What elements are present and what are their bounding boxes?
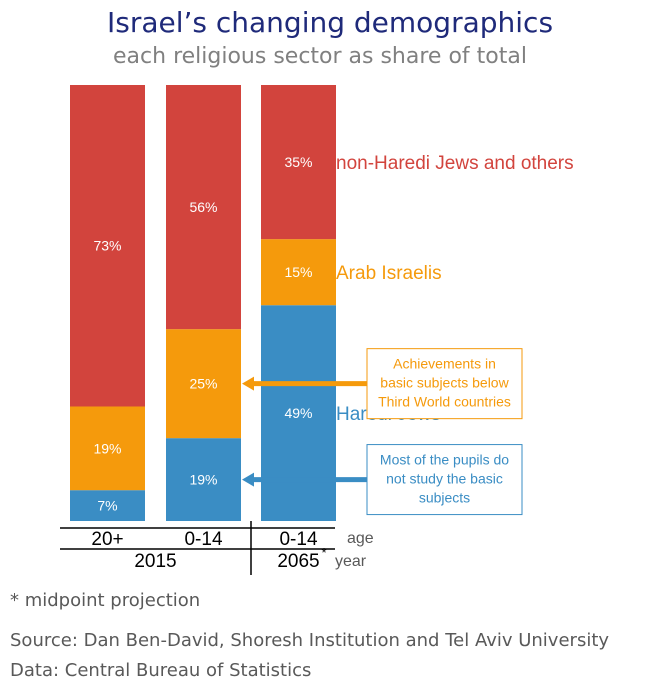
year-axis-label: year: [335, 553, 367, 570]
callout-text-haredi-2: not study the basic: [386, 471, 503, 487]
bar-segment-other-3: [261, 85, 336, 240]
stacked-bar-chart: 7% 19% 73% 19% 25% 56% 49% 15% 35% non-Haredi Jew…: [60, 85, 574, 575]
chart-title: Israel’s changing demographics: [106, 6, 554, 39]
year-superscript-2: *: [322, 545, 327, 560]
callout-text-haredi-1: Most of the pupils do: [380, 452, 509, 468]
value-label-other-1: 73%: [93, 238, 121, 254]
chart-subtitle: each religious sector as share of total: [113, 44, 527, 69]
source-note: Source: Dan Ben-David, Shoresh Instituti…: [10, 630, 610, 651]
callout-text-arab-1: Achievements in: [393, 356, 496, 372]
data-source-note: Data: Central Bureau of Statistics: [10, 660, 312, 681]
year-tick-label-2: 2065: [277, 551, 319, 572]
callout-text-haredi-3: subjects: [419, 490, 470, 506]
callout-text-arab-3: Third World countries: [378, 394, 511, 410]
bar-segment-arab-2: [166, 329, 241, 439]
value-label-haredi-3: 49%: [284, 405, 312, 421]
bar-segment-haredi-3: [261, 305, 336, 521]
bar-segment-other-1: [70, 85, 145, 407]
callout-arrowhead-haredi: [242, 472, 254, 487]
callout-box-haredi: [366, 444, 523, 516]
age-axis-label: age: [347, 530, 374, 547]
value-label-haredi-2: 19%: [189, 472, 217, 488]
value-label-other-3: 35%: [284, 154, 312, 170]
callout-text-arab-2: basic subjects below: [380, 375, 509, 391]
footnote: * midpoint projection: [10, 590, 201, 611]
series-label-other: non-Haredi Jews and others: [336, 153, 574, 174]
series-label-arab: Arab Israelis: [336, 263, 442, 284]
value-label-arab-2: 25%: [189, 376, 217, 392]
bar-segment-haredi-2: [166, 438, 241, 521]
value-label-arab-3: 15%: [284, 264, 312, 280]
bar-segment-arab-1: [70, 406, 145, 491]
age-tick-label-1: 20+: [91, 529, 123, 550]
value-label-haredi-1: 7%: [97, 498, 117, 514]
value-label-arab-1: 19%: [93, 440, 121, 456]
bar-segment-arab-3: [261, 239, 336, 306]
value-label-other-2: 56%: [189, 199, 217, 215]
callout-arrowhead-arab: [242, 376, 254, 391]
bar-segment-other-2: [166, 85, 241, 330]
bar-segment-haredi-1: [70, 490, 145, 521]
year-tick-label-1: 2015: [134, 551, 176, 572]
age-tick-label-3: 0-14: [279, 529, 317, 550]
age-tick-label-2: 0-14: [184, 529, 222, 550]
